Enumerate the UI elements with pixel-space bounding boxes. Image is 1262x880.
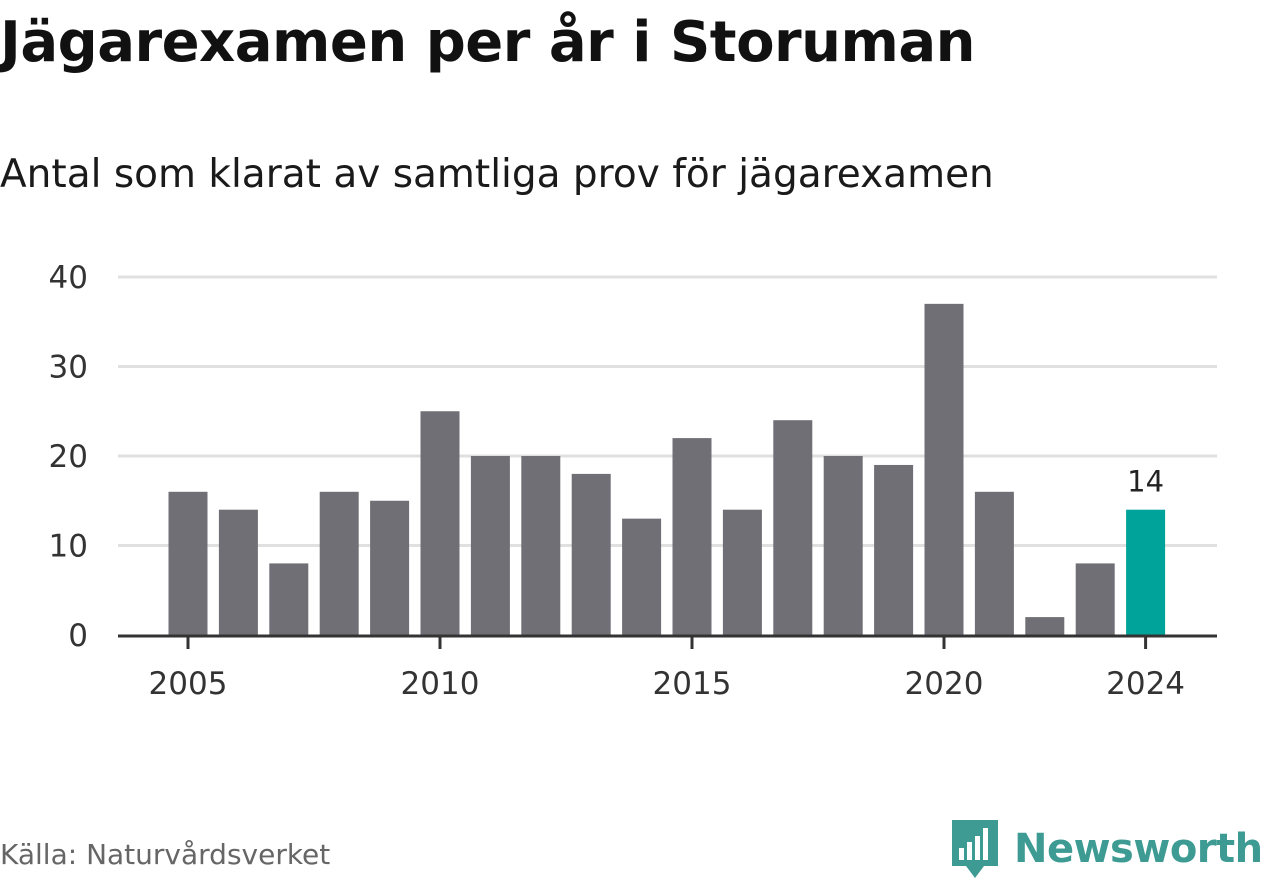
bar-2015 — [672, 438, 712, 635]
y-axis-labels: 0 10 20 30 40 — [49, 260, 88, 654]
y-tick-label-30: 30 — [49, 350, 88, 386]
bar-2011 — [470, 456, 510, 635]
bar-2022 — [1025, 617, 1065, 635]
bar-2017 — [773, 420, 813, 635]
y-tick-label-0: 0 — [68, 618, 88, 654]
brand-name: Newsworthy — [1014, 826, 1262, 872]
x-tick-label-2005: 2005 — [149, 666, 228, 702]
x-tick-label-2024: 2024 — [1106, 666, 1185, 702]
chart-title: Jägarexamen per år i Storuman — [0, 10, 976, 75]
bar-2024 — [1126, 509, 1166, 635]
bars — [168, 303, 1166, 635]
bar-2007 — [269, 563, 309, 635]
data-label-2024: 14 — [1127, 465, 1164, 499]
brand-logo: Newsworthy — [950, 818, 1262, 880]
data-labels: 14 — [1127, 465, 1164, 499]
x-tick-label-2015: 2015 — [653, 666, 732, 702]
bar-chart: 0 10 20 30 40 2005 2010 2015 2020 2024 14 — [49, 260, 1217, 702]
bar-2009 — [370, 500, 410, 635]
bar-2020 — [924, 303, 964, 635]
y-tick-label-10: 10 — [49, 529, 88, 565]
bar-2008 — [319, 491, 359, 635]
y-tick-label-20: 20 — [49, 439, 88, 475]
source-note: Källa: Naturvårdsverket — [0, 838, 331, 871]
x-axis-ticks — [186, 637, 1148, 649]
x-axis-labels: 2005 2010 2015 2020 2024 — [149, 666, 1186, 702]
bar-2012 — [521, 456, 561, 635]
x-tick-label-2020: 2020 — [905, 666, 984, 702]
bar-2005 — [168, 491, 208, 635]
chart-subtitle: Antal som klarat av samtliga prov för jä… — [0, 152, 994, 197]
bar-2006 — [218, 509, 258, 635]
bar-2023 — [1075, 563, 1115, 635]
x-tick-label-2010: 2010 — [401, 666, 480, 702]
bar-2016 — [722, 509, 762, 635]
gridlines — [118, 275, 1217, 547]
y-tick-label-40: 40 — [49, 260, 88, 296]
bar-2019 — [874, 464, 914, 635]
bar-2021 — [974, 491, 1014, 635]
bar-2018 — [823, 456, 863, 635]
newsworthy-logo-icon — [952, 820, 998, 878]
bar-2013 — [571, 473, 611, 635]
bar-2010 — [420, 411, 460, 635]
bar-2014 — [622, 518, 662, 635]
